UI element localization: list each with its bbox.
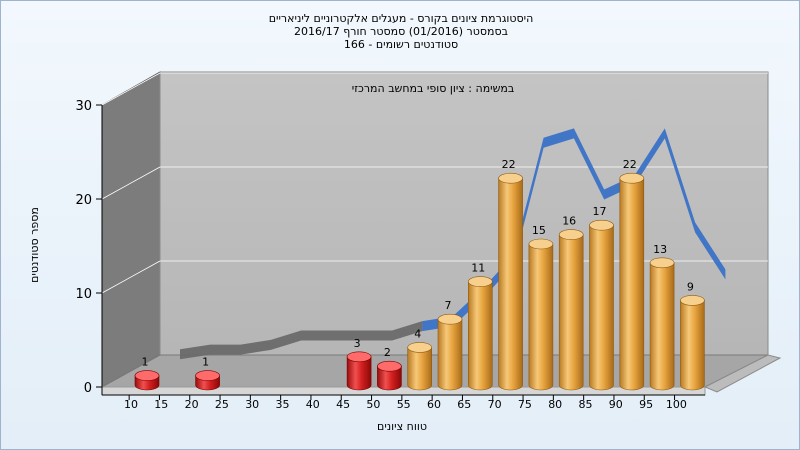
x-tick-label: 60 xyxy=(427,398,441,411)
x-tick-label: 85 xyxy=(579,398,593,411)
y-tick-label: 0 xyxy=(84,381,92,396)
bar xyxy=(195,370,220,391)
data-label: 16 xyxy=(562,215,576,228)
bar xyxy=(407,342,433,391)
bar xyxy=(377,360,402,391)
bar-body xyxy=(619,177,645,391)
data-label: 7 xyxy=(445,299,452,312)
bar-top xyxy=(680,295,705,306)
bar-top xyxy=(649,257,675,269)
bar xyxy=(589,219,614,391)
bar-top xyxy=(195,370,220,381)
bar-body xyxy=(649,262,675,391)
chart-title: היסטוגרמת ציונים בקורס - מעגלים אלקטרוני… xyxy=(268,12,534,25)
x-tick-label: 25 xyxy=(215,398,229,411)
data-label: 22 xyxy=(623,158,637,171)
trend-ribbon xyxy=(180,128,726,360)
bar-top xyxy=(437,313,463,325)
chart-subtitle-semester: בסמסטר (01/2016) סמסטר חורף 2016/17 xyxy=(294,25,508,38)
x-tick-label: 40 xyxy=(306,398,320,411)
bar-body xyxy=(377,365,402,391)
bar xyxy=(498,172,523,391)
x-tick-label: 45 xyxy=(336,398,350,411)
x-tick-label: 90 xyxy=(609,398,623,411)
x-tick-label: 15 xyxy=(154,398,168,411)
grid-line-side xyxy=(101,166,161,200)
bar-body xyxy=(498,177,523,391)
data-label: 11 xyxy=(471,262,485,275)
bar-top xyxy=(558,229,584,240)
y-tick-label: 30 xyxy=(75,99,92,114)
data-label: 22 xyxy=(502,158,516,171)
data-label: 4 xyxy=(414,327,421,340)
bar-body xyxy=(437,318,463,391)
bar-top xyxy=(467,276,493,287)
x-tick-label: 10 xyxy=(124,398,138,411)
bar xyxy=(528,238,554,391)
data-label: 1 xyxy=(142,356,149,369)
data-label: 2 xyxy=(384,346,391,359)
bar-top xyxy=(528,238,554,250)
bar xyxy=(680,295,705,391)
bar-top xyxy=(134,370,160,381)
x-tick-label: 100 xyxy=(666,398,687,411)
x-axis-label: טווח ציונים xyxy=(377,420,427,433)
bar-top xyxy=(407,342,433,353)
bar xyxy=(467,276,493,391)
data-label: 9 xyxy=(687,280,694,293)
bar-top xyxy=(619,172,645,184)
x-tick-label: 65 xyxy=(457,398,471,411)
bar xyxy=(558,229,584,391)
floor-front-edge xyxy=(101,386,706,396)
data-label: 13 xyxy=(653,243,667,256)
x-tick-label: 30 xyxy=(245,398,259,411)
left-wall xyxy=(101,71,161,388)
x-tick-label: 35 xyxy=(276,398,290,411)
data-label: 1 xyxy=(202,356,209,369)
bar-body xyxy=(468,281,493,391)
bar xyxy=(619,172,645,391)
x-tick-label: 55 xyxy=(397,398,411,411)
y-tick-label: 10 xyxy=(75,287,92,302)
chart-annotation: במשימה : ציון סופי במחשב המרכזי xyxy=(352,82,515,95)
x-tick-label: 95 xyxy=(639,398,653,411)
x-tick-label: 70 xyxy=(488,398,502,411)
bars xyxy=(134,172,705,391)
trend-ribbon-high xyxy=(422,128,726,332)
bar xyxy=(649,257,675,391)
data-label: 3 xyxy=(354,337,361,350)
bar-top xyxy=(589,219,614,231)
bar-top xyxy=(377,360,402,372)
bar xyxy=(134,370,160,391)
bar-top xyxy=(498,172,523,184)
x-tick-label: 75 xyxy=(518,398,532,411)
trend-ribbon-low xyxy=(180,321,423,360)
bar-body xyxy=(558,234,584,391)
bar xyxy=(346,351,372,391)
data-label: 15 xyxy=(532,224,546,237)
grid-line-side xyxy=(101,260,161,294)
bar-body xyxy=(528,243,554,391)
x-tick-label: 80 xyxy=(548,398,562,411)
bar-top xyxy=(346,351,372,363)
bar-body xyxy=(680,300,705,391)
axes: 0 10 20 30 10 15 20 25 30 35 40 45 50 55 60 65 70 75 80 85 9… xyxy=(75,99,705,411)
right-side-edge xyxy=(703,354,782,393)
y-tick-label: 20 xyxy=(75,193,92,208)
data-label: 17 xyxy=(593,205,607,218)
bar-body xyxy=(346,356,372,391)
bar-body xyxy=(589,224,614,391)
x-tick-label: 20 xyxy=(185,398,199,411)
bar-body xyxy=(407,347,432,391)
y-axis-label: מספר סטודנטים xyxy=(28,207,41,283)
grid-line-side xyxy=(101,72,161,106)
x-tick-label: 50 xyxy=(366,398,380,411)
chart-subtitle-registered: סטודנטים רשומים - 166 xyxy=(343,38,459,51)
bar xyxy=(437,313,463,391)
